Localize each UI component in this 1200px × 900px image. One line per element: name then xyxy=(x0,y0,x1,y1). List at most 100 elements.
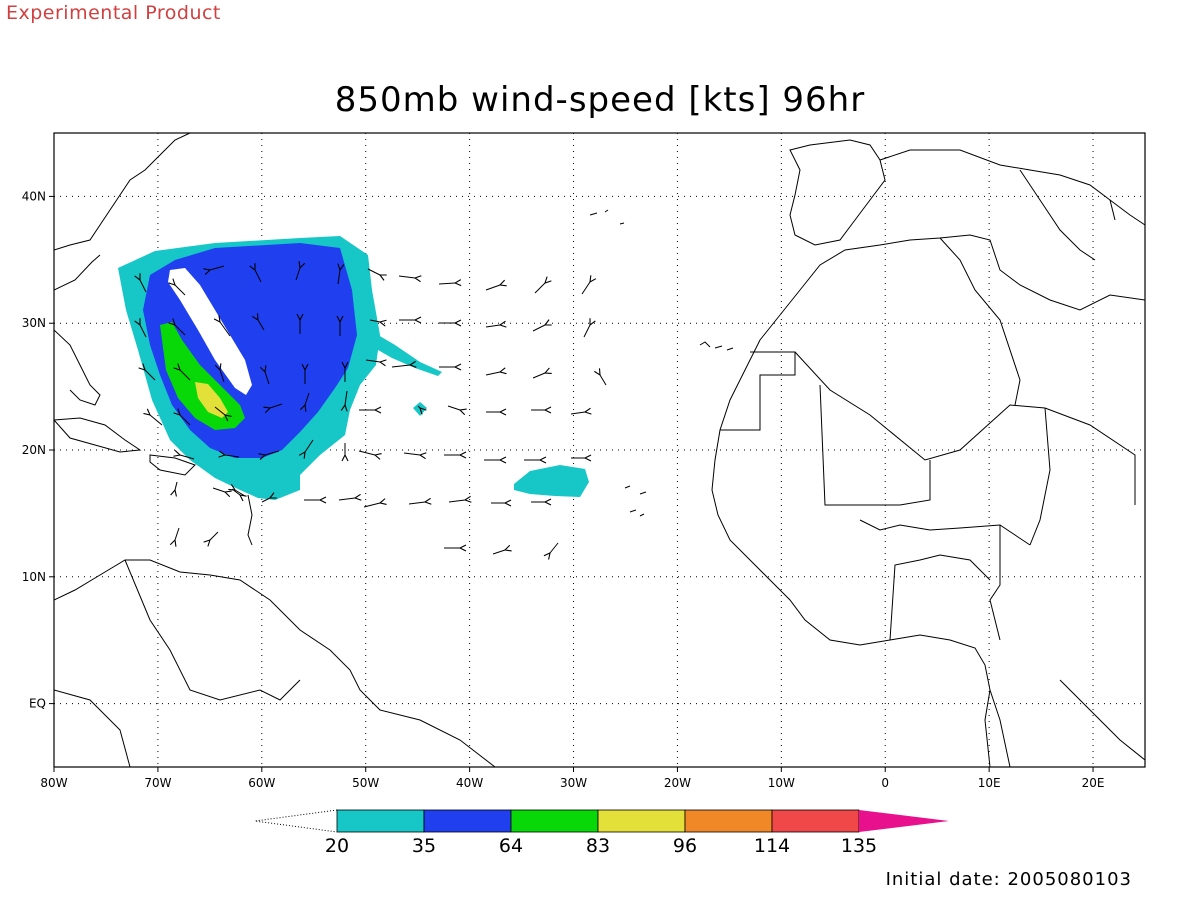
colorbar-level-label: 135 xyxy=(841,835,877,857)
lat-tick-label: 20N xyxy=(22,443,46,457)
colorbar-bin xyxy=(423,809,512,833)
west-africa-coast xyxy=(711,314,991,767)
latitude-labels: 40N 30N 20N 10N EQ xyxy=(22,189,54,711)
wind-vector xyxy=(398,276,415,278)
wind-vector xyxy=(534,283,545,294)
colorbar-level-label: 96 xyxy=(673,835,697,857)
wind-vector xyxy=(180,415,191,426)
wind-vector xyxy=(270,403,283,408)
colorbar: 20 35 64 83 96 114 135 xyxy=(254,809,949,857)
wind-vector xyxy=(258,320,265,331)
graticule-grid xyxy=(54,133,1145,767)
lon-tick-label: 60W xyxy=(248,776,275,790)
wind-vector xyxy=(581,282,590,295)
product-label: Experimental Product xyxy=(6,2,221,24)
south-america-coast xyxy=(54,559,496,767)
wind-vector xyxy=(338,270,340,285)
lon-tick-label: 20E xyxy=(1082,776,1105,790)
cape-verde-islands xyxy=(624,485,647,517)
wind-vector xyxy=(338,498,355,500)
wind-vector xyxy=(180,455,195,460)
lat-tick-label: EQ xyxy=(29,697,46,711)
lon-tick-label: 70W xyxy=(144,776,171,790)
wind-vector xyxy=(447,405,460,410)
lat-tick-label: 30N xyxy=(22,316,46,330)
wind-vector xyxy=(305,392,310,405)
lat-tick-label: 40N xyxy=(22,189,46,203)
canary-islands xyxy=(699,341,734,351)
wind-vector xyxy=(570,412,585,414)
wind-vector xyxy=(214,406,225,415)
wind-vector xyxy=(417,405,420,408)
wind-vector xyxy=(220,322,231,337)
wind-vector xyxy=(265,372,270,385)
wind-vectors xyxy=(140,265,607,555)
wind-vector xyxy=(365,360,380,362)
colorbar-bin xyxy=(771,809,860,833)
contour-calm-core xyxy=(168,268,252,395)
colorbar-extend-high xyxy=(859,810,949,832)
wind-vector xyxy=(391,365,410,367)
lat-tick-label: 10N xyxy=(22,570,46,584)
wind-vector xyxy=(150,415,163,426)
wind-vector xyxy=(583,325,590,338)
wind-speed-contours xyxy=(118,236,589,500)
africa-borders xyxy=(720,237,1136,641)
lon-tick-label: 30W xyxy=(560,776,587,790)
lon-tick-label: 20W xyxy=(664,776,691,790)
wind-vector xyxy=(265,450,280,455)
wind-vector xyxy=(212,487,225,492)
lon-tick-label: 80W xyxy=(40,776,67,790)
central-africa-coast xyxy=(989,679,1145,767)
lon-tick-label: 0 xyxy=(881,776,889,790)
wind-vector xyxy=(358,450,375,455)
contour-64kt xyxy=(160,322,245,430)
wind-vector xyxy=(363,503,380,508)
colorbar-bin xyxy=(336,809,425,833)
colorbar-bin xyxy=(597,809,686,833)
lon-tick-label: 40W xyxy=(456,776,483,790)
wind-vector xyxy=(255,270,262,283)
wind-vector xyxy=(305,439,314,452)
colorbar-bin xyxy=(684,809,773,833)
colorbar-level-label: 64 xyxy=(499,835,523,857)
wind-vector xyxy=(210,265,225,270)
wind-vector xyxy=(550,542,559,553)
colorbar-level-label: 35 xyxy=(412,835,436,857)
colorbar-level-label: 20 xyxy=(325,835,349,857)
wind-vector xyxy=(175,481,178,490)
lon-tick-label: 10E xyxy=(978,776,1001,790)
lon-tick-label: 10W xyxy=(768,776,795,790)
hispaniola-coast xyxy=(149,454,196,476)
wind-vector xyxy=(225,455,240,457)
contour-20kt-strip xyxy=(378,335,442,376)
north-america-coast xyxy=(54,133,191,291)
iberia-coast xyxy=(789,139,886,246)
azores-islands xyxy=(589,209,625,225)
wind-vector xyxy=(485,285,500,291)
wind-vector xyxy=(485,372,500,376)
wind-vector xyxy=(438,283,455,284)
map-title: 850mb wind-speed [kts] 96hr xyxy=(334,80,866,120)
contour-83kt xyxy=(195,382,228,418)
wind-vector xyxy=(235,490,246,497)
wind-vector xyxy=(448,500,465,502)
wind-vector xyxy=(175,325,186,336)
colorbar-level-label: 83 xyxy=(586,835,610,857)
longitude-labels: 80W 70W 60W 50W 40W 30W 20W 10W 0 10E 20E xyxy=(40,767,1104,790)
europe-coast xyxy=(879,149,1145,261)
wind-vector xyxy=(145,370,156,381)
wind-vector xyxy=(180,370,191,381)
contour-20kt-dot xyxy=(413,402,427,416)
wind-vector xyxy=(175,285,186,296)
south-america-border xyxy=(54,559,301,767)
wind-vector xyxy=(492,550,505,555)
contour-20kt-small xyxy=(514,465,589,497)
cuba-coast xyxy=(54,417,142,453)
coastlines xyxy=(54,133,1145,767)
initial-date: Initial date: 2005080103 xyxy=(885,869,1132,890)
wind-vector xyxy=(485,325,500,327)
florida-coast xyxy=(54,329,101,406)
lesser-antilles xyxy=(247,494,253,546)
